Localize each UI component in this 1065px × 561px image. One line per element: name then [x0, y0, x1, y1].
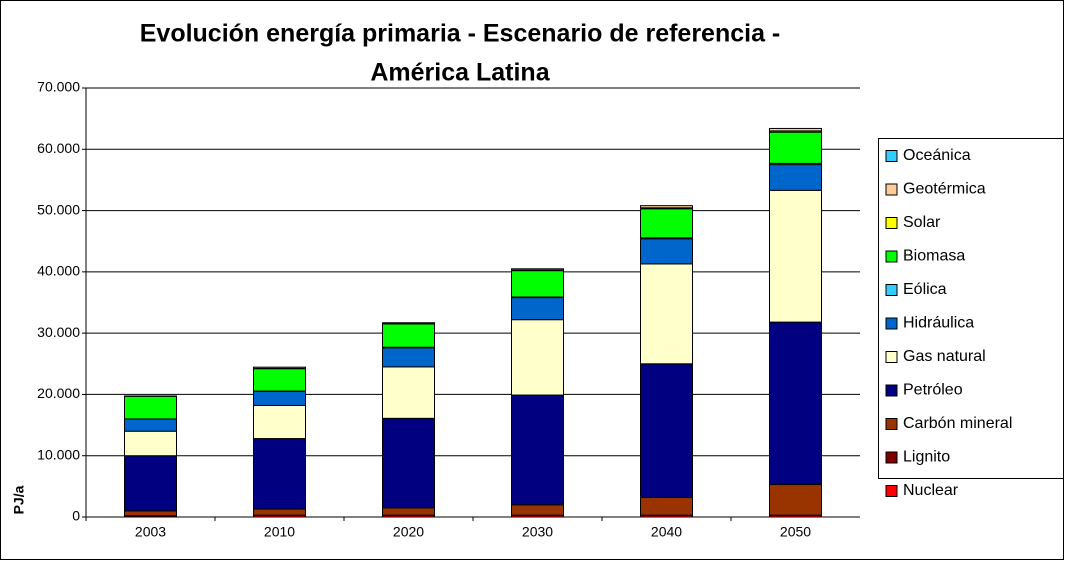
y-tick-label: 0	[72, 508, 80, 524]
legend-label: Petróleo	[903, 382, 963, 399]
legend-label: Solar	[903, 214, 941, 231]
x-tick-label: 2050	[780, 524, 811, 540]
bar-segment	[640, 208, 693, 239]
y-tick-label: 70.000	[37, 79, 80, 95]
legend-swatch	[885, 418, 898, 430]
bar-segment	[769, 131, 822, 164]
bar-segment	[253, 368, 306, 392]
legend-swatch	[885, 150, 898, 162]
y-tick-label: 10.000	[37, 446, 80, 462]
bar-segment	[640, 363, 693, 498]
legend-label: Nuclear	[903, 482, 959, 499]
bar-segment	[382, 347, 435, 368]
bar-segment	[769, 189, 822, 323]
bar-segment	[253, 390, 306, 406]
bar-segment	[382, 507, 435, 516]
bar-segment	[511, 394, 564, 506]
legend-label: Lignito	[903, 449, 950, 466]
bar-segment	[640, 263, 693, 365]
bar-segment	[769, 321, 822, 486]
bar-segment	[124, 430, 177, 457]
bar-segment	[382, 417, 435, 509]
y-tick-label: 30.000	[37, 324, 80, 340]
bar-segment	[769, 164, 822, 191]
chart-title-line-1: Evolución energía primaria - Escenario d…	[140, 20, 781, 48]
bar-segment	[640, 205, 693, 209]
y-tick-label: 40.000	[37, 263, 80, 279]
bar-segment	[124, 418, 177, 432]
legend-label: Oceánica	[903, 147, 971, 164]
x-tick-label: 2040	[651, 524, 682, 540]
legend-label: Gas natural	[903, 348, 986, 365]
bar-segment	[253, 366, 306, 369]
bar-segment	[769, 484, 822, 516]
legend-label: Hidráulica	[903, 315, 974, 332]
y-tick-label: 60.000	[37, 140, 80, 156]
legend-swatch	[885, 284, 898, 296]
bar-segment	[124, 395, 177, 420]
x-tick-label: 2010	[264, 524, 295, 540]
y-tick-label: 20.000	[37, 385, 80, 401]
y-tick-label: 50.000	[37, 201, 80, 217]
bar-segment	[769, 127, 822, 132]
bar-segment	[124, 455, 177, 512]
legend-label: Biomasa	[903, 248, 965, 265]
legend-swatch	[885, 317, 898, 330]
bar-segment	[511, 319, 564, 396]
bar-segment	[640, 238, 693, 265]
legend-label: Geotérmica	[903, 181, 986, 198]
bar-segment	[511, 504, 564, 516]
bar-segment	[253, 508, 306, 516]
legend-swatch	[885, 217, 898, 229]
bar-segment	[511, 297, 564, 321]
legend-swatch	[885, 485, 898, 497]
bar-segment	[382, 366, 435, 419]
bar-segment	[253, 438, 306, 510]
bar-segment	[382, 322, 435, 325]
bar-segment	[511, 270, 564, 298]
x-tick-label: 2003	[135, 524, 166, 540]
chart-title-line-2: América Latina	[370, 59, 550, 87]
y-axis-label: PJ/a	[11, 485, 27, 514]
legend-swatch	[885, 250, 898, 263]
legend-swatch	[885, 451, 898, 464]
legend-swatch	[885, 183, 898, 196]
bar-segment	[124, 510, 177, 517]
bar-segment	[382, 323, 435, 348]
legend-swatch	[885, 384, 898, 397]
legend-label: Carbón mineral	[903, 415, 1012, 432]
x-tick-label: 2030	[522, 524, 553, 540]
bar-segment	[640, 496, 693, 516]
bar-segment	[511, 268, 564, 271]
bar-segment	[253, 404, 306, 440]
legend-label: Eólica	[903, 281, 947, 298]
legend-box	[878, 138, 1064, 479]
legend-swatch	[885, 351, 898, 363]
x-tick-label: 2020	[393, 524, 424, 540]
